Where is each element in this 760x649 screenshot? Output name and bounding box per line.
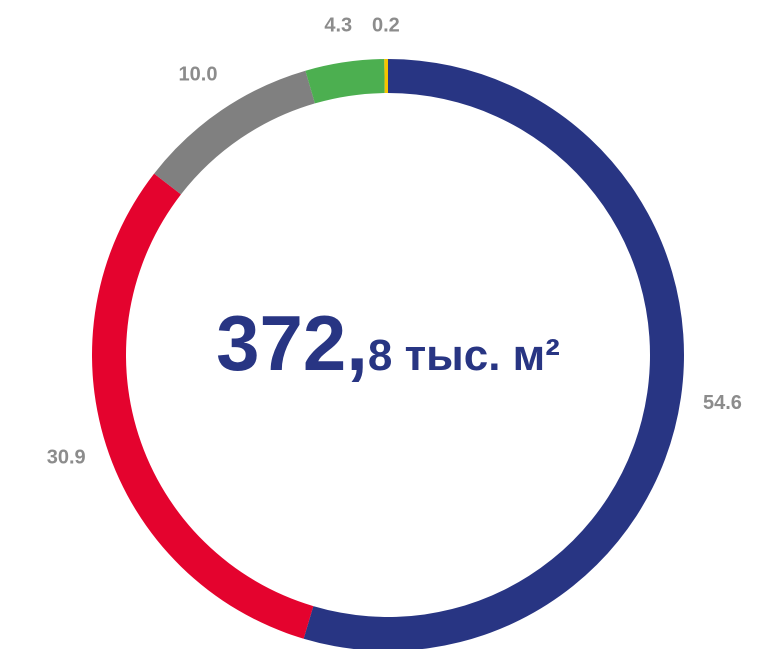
data-label: 54.6 xyxy=(703,392,742,414)
data-label: 30.9 xyxy=(47,447,86,469)
donut-segment xyxy=(154,70,315,195)
data-label: 0.2 xyxy=(372,14,400,36)
center-unit: 8 тыс. м² xyxy=(368,331,560,380)
donut-segment xyxy=(91,173,314,639)
center-label: 372,8 тыс. м² xyxy=(216,299,560,387)
donut-segment xyxy=(384,59,388,94)
center-main: 372, xyxy=(216,299,368,387)
donut-segment xyxy=(305,59,385,104)
data-label: 10.0 xyxy=(179,64,218,86)
data-label: 4.3 xyxy=(324,14,352,36)
